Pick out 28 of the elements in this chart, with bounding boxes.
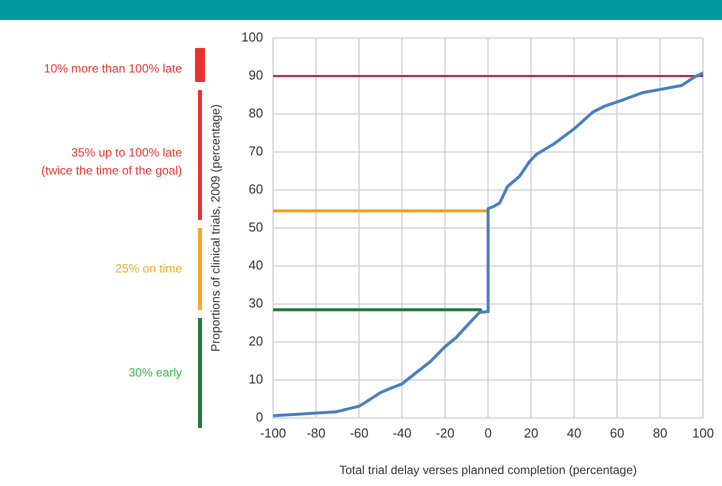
text: 25% on time — [115, 261, 182, 276]
y-tick-label: 0 — [256, 410, 264, 425]
x-axis-title: Total trial delay verses planned completion (percentage) — [339, 463, 637, 478]
y-tick-label: 50 — [248, 220, 264, 235]
x-tick-label: -60 — [350, 425, 368, 440]
x-tick-label: -20 — [436, 425, 455, 440]
x-tick-label: 80 — [652, 425, 668, 440]
text: 30% early — [128, 365, 182, 380]
y-tick-label: 40 — [248, 258, 264, 273]
x-tick-label: 100 — [692, 425, 714, 440]
x-tick-label: -40 — [392, 425, 412, 440]
text: 35% up to 100% late (twice the time of the goal) — [41, 145, 182, 178]
text: 10% more than 100% late — [44, 61, 182, 76]
y-tick-label: 30 — [248, 296, 264, 311]
y-axis-title: Proportions of clinical trials, 2009 (percentage) — [208, 104, 223, 352]
x-tick-label: -100 — [260, 425, 286, 440]
x-tick-label: 0 — [484, 425, 492, 440]
y-tick-label: 70 — [248, 144, 264, 159]
x-tick-label: 60 — [610, 425, 624, 440]
y-tick-label: 100 — [241, 30, 264, 45]
x-tick-label: -80 — [306, 425, 326, 440]
y-tick-label: 10 — [248, 372, 264, 387]
y-tick-label: 20 — [248, 334, 264, 349]
y-tick-label: 90 — [248, 68, 264, 83]
x-tick-label: 20 — [524, 425, 538, 440]
y-tick-label: 60 — [248, 182, 264, 197]
y-tick-label: 80 — [248, 106, 264, 121]
x-tick-label: 40 — [566, 425, 582, 440]
